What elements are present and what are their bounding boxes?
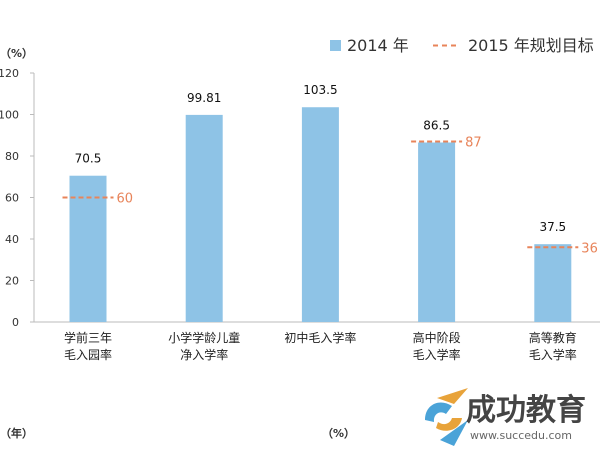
category-label: 学前三年 xyxy=(64,330,112,345)
watermark-logo: 成功教育 www.succedu.com xyxy=(425,388,586,446)
category-label: 高中阶段 xyxy=(413,330,461,345)
bar xyxy=(301,107,339,322)
bar xyxy=(185,114,223,322)
bar-data-label: 103.5 xyxy=(303,83,337,97)
y-tick-label: 40 xyxy=(5,233,19,246)
bar-data-label: 70.5 xyxy=(75,152,102,166)
legend: 2014 年 2015 年规划目标 xyxy=(330,36,594,55)
target-lines: 60 87 36 xyxy=(62,135,598,256)
y-tick-label: 80 xyxy=(5,150,19,163)
target-label: 36 xyxy=(581,241,598,256)
bar-data-label: 86.5 xyxy=(423,119,450,133)
target-label: 60 xyxy=(117,192,134,207)
y-tick-label: 0 xyxy=(12,316,19,329)
category-label: 净入学率 xyxy=(180,347,228,362)
y-tick-label: 20 xyxy=(5,275,19,288)
bar xyxy=(418,142,456,322)
bars: 70.5 99.81 103.5 86.5 37.5 xyxy=(69,83,572,322)
category-label: 小学学龄儿童 xyxy=(168,330,240,345)
category-label: 毛入学率 xyxy=(529,347,577,362)
category-label: 毛入园率 xyxy=(64,347,112,362)
bar-data-label: 99.81 xyxy=(187,91,221,105)
logo-mark xyxy=(425,388,468,446)
category-label: 高等教育 xyxy=(529,330,577,345)
category-label: 初中毛入学率 xyxy=(284,330,356,345)
target-label: 87 xyxy=(465,135,482,150)
bar xyxy=(69,175,107,322)
footer-year-unit: （年） xyxy=(0,426,33,440)
y-tick-label: 60 xyxy=(5,192,19,205)
category-label: 毛入学率 xyxy=(413,347,461,362)
y-axis-unit: （%） xyxy=(0,47,33,60)
watermark-text: 成功教育 xyxy=(466,393,586,428)
legend-label-target: 2015 年规划目标 xyxy=(468,36,594,55)
y-tick-label: 120 xyxy=(0,67,19,80)
y-tick-label: 100 xyxy=(0,109,19,122)
bar xyxy=(534,244,572,322)
legend-label-2014: 2014 年 xyxy=(347,36,409,55)
y-axis: 0 20 40 60 80 100 120 xyxy=(0,67,34,329)
legend-swatch-2014 xyxy=(330,40,341,51)
footer-percent-unit: （%） xyxy=(322,427,355,440)
bar-data-label: 37.5 xyxy=(539,220,566,234)
watermark-url: www.succedu.com xyxy=(470,429,572,442)
